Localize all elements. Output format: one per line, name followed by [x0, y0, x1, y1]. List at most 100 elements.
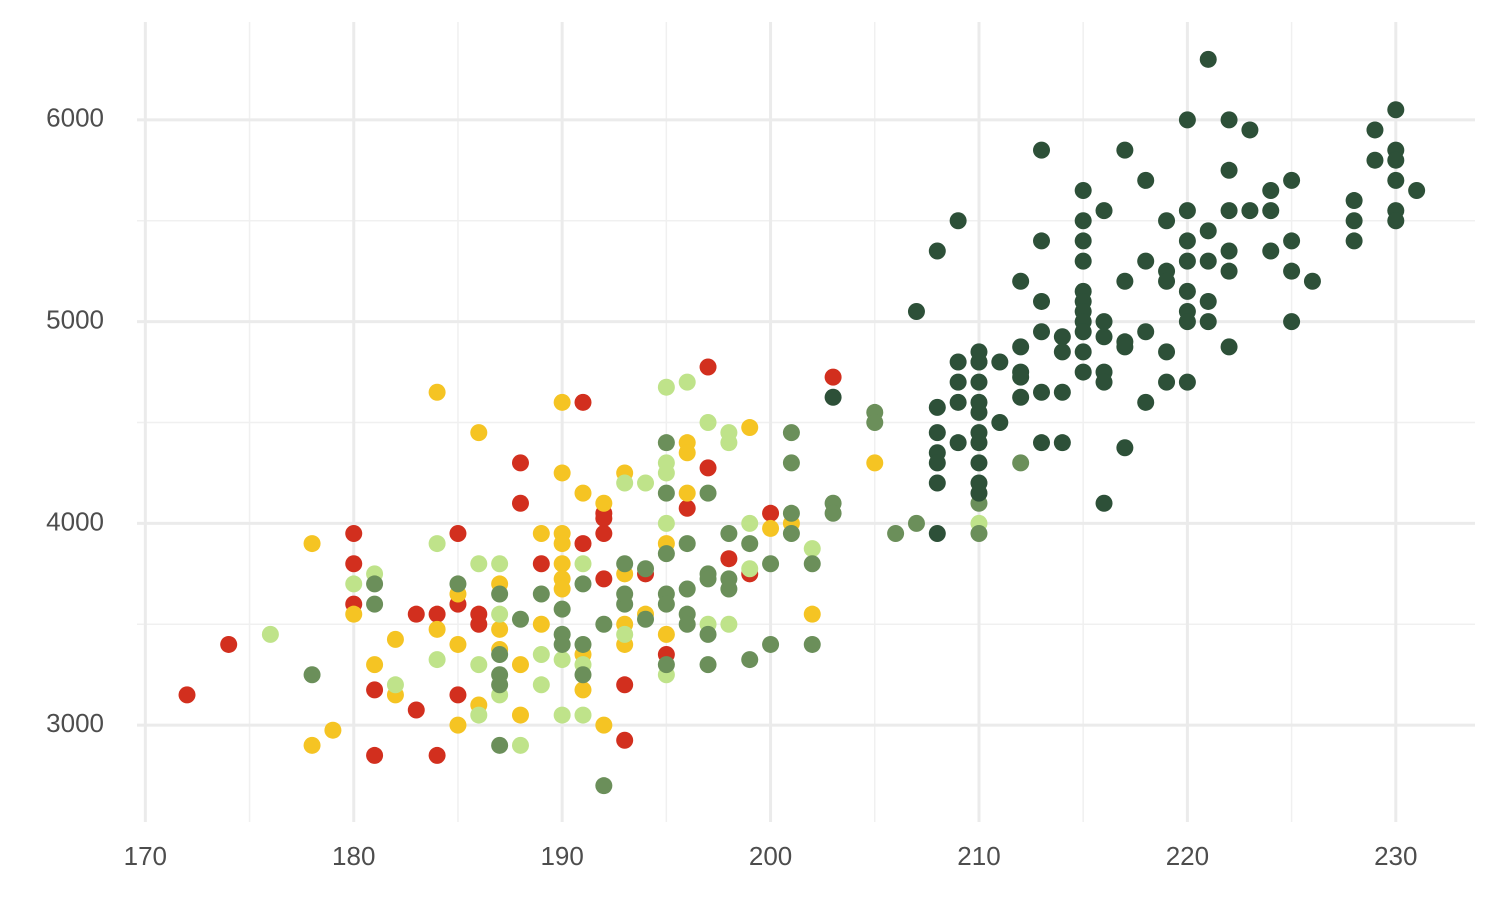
- y-tick-label: 3000: [46, 708, 104, 738]
- point: [720, 550, 738, 568]
- point: [574, 681, 592, 699]
- point: [970, 353, 988, 371]
- point: [1074, 343, 1092, 361]
- point: [824, 388, 842, 406]
- x-tick-label: 190: [540, 841, 583, 871]
- point: [616, 585, 634, 603]
- point: [407, 701, 425, 719]
- point: [574, 666, 592, 684]
- point: [449, 716, 467, 734]
- point: [1158, 373, 1176, 391]
- point: [1095, 494, 1113, 512]
- point: [553, 706, 571, 724]
- point: [261, 625, 279, 643]
- point: [1074, 252, 1092, 270]
- point: [470, 706, 488, 724]
- point: [970, 484, 988, 502]
- point: [428, 605, 446, 623]
- point: [907, 303, 925, 321]
- x-tick-label: 230: [1374, 841, 1417, 871]
- point: [553, 393, 571, 411]
- point: [678, 444, 696, 462]
- point: [511, 610, 529, 628]
- point: [1220, 161, 1238, 179]
- x-tick-label: 220: [1166, 841, 1209, 871]
- point: [491, 555, 509, 573]
- point: [1095, 328, 1113, 346]
- point: [1012, 368, 1030, 386]
- point: [678, 499, 696, 517]
- point: [1033, 383, 1051, 401]
- point: [595, 524, 613, 542]
- point: [1095, 373, 1113, 391]
- point: [782, 454, 800, 472]
- point: [616, 731, 634, 749]
- point: [741, 514, 759, 532]
- point: [1199, 50, 1217, 68]
- point: [616, 676, 634, 694]
- point: [595, 509, 613, 527]
- point: [970, 434, 988, 452]
- point: [366, 681, 384, 699]
- point: [699, 414, 717, 432]
- point: [470, 615, 488, 633]
- point: [699, 484, 717, 502]
- point: [1178, 202, 1196, 220]
- point: [1220, 111, 1238, 129]
- point: [1137, 252, 1155, 270]
- point: [449, 686, 467, 704]
- point: [1178, 232, 1196, 250]
- point: [928, 524, 946, 542]
- point: [511, 454, 529, 472]
- point: [1220, 242, 1238, 260]
- point: [1012, 272, 1030, 290]
- point: [1220, 338, 1238, 356]
- point: [1345, 232, 1363, 250]
- point: [741, 419, 759, 437]
- point: [928, 398, 946, 416]
- point: [1158, 343, 1176, 361]
- point: [1178, 373, 1196, 391]
- point: [178, 686, 196, 704]
- point: [574, 575, 592, 593]
- point: [678, 535, 696, 553]
- point: [991, 414, 1009, 432]
- point: [699, 656, 717, 674]
- point: [1241, 121, 1259, 139]
- point: [762, 519, 780, 537]
- point: [1158, 272, 1176, 290]
- point: [1053, 434, 1071, 452]
- point: [491, 620, 509, 638]
- point: [970, 524, 988, 542]
- point: [657, 484, 675, 502]
- point: [470, 656, 488, 674]
- point: [366, 575, 384, 593]
- point: [970, 373, 988, 391]
- point: [616, 625, 634, 643]
- point: [657, 434, 675, 452]
- point: [511, 494, 529, 512]
- point: [720, 434, 738, 452]
- point: [1199, 252, 1217, 270]
- point: [595, 716, 613, 734]
- point: [1262, 202, 1280, 220]
- point: [657, 378, 675, 396]
- point: [1220, 202, 1238, 220]
- x-tick-label: 170: [124, 841, 167, 871]
- point: [1095, 202, 1113, 220]
- point: [1345, 192, 1363, 210]
- point: [1116, 439, 1134, 457]
- point: [887, 524, 905, 542]
- point: [678, 373, 696, 391]
- point: [1012, 388, 1030, 406]
- point: [553, 635, 571, 653]
- point: [553, 535, 571, 553]
- point: [1033, 141, 1051, 159]
- point: [491, 605, 509, 623]
- point: [449, 575, 467, 593]
- point: [303, 666, 321, 684]
- point: [1220, 262, 1238, 280]
- point: [1408, 181, 1426, 199]
- point: [428, 383, 446, 401]
- point: [324, 721, 342, 739]
